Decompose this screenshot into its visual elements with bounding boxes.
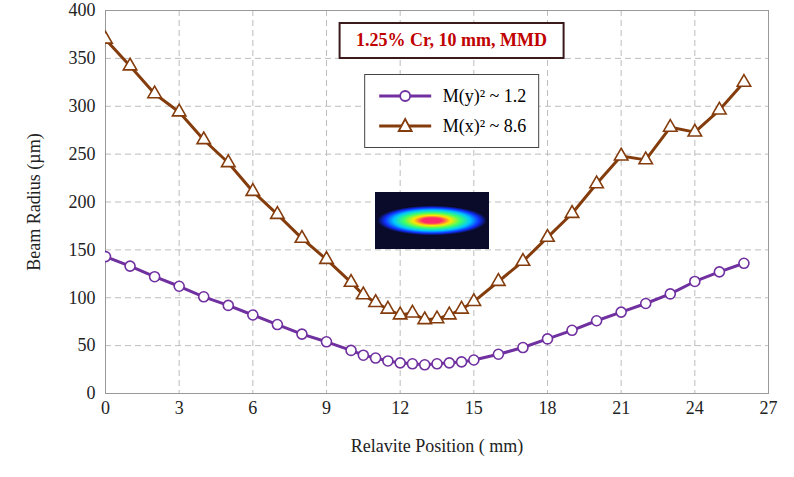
svg-text:Beam Radius (µm): Beam Radius (µm): [24, 133, 45, 270]
html-text:1.25% Cr, 10 mm, MMD: 1.25% Cr, 10 mm, MMD: [356, 30, 547, 50]
svg-text:300: 300: [69, 96, 96, 116]
svg-text:18: 18: [539, 398, 557, 418]
svg-text:21: 21: [612, 398, 630, 418]
svg-text:27: 27: [760, 398, 778, 418]
svg-text:150: 150: [69, 240, 96, 260]
svg-text:0: 0: [87, 383, 96, 403]
svg-text:6: 6: [248, 398, 257, 418]
svg-text:12: 12: [391, 398, 409, 418]
svg-text:250: 250: [69, 144, 96, 164]
svg-text:Relavite Position ( mm): Relavite Position ( mm): [351, 436, 524, 457]
svg-text:200: 200: [69, 192, 96, 212]
html-text:M(y)² ~ 1.2: M(y)² ~ 1.2: [442, 85, 527, 106]
svg-text:400: 400: [69, 0, 96, 20]
svg-text:0: 0: [101, 398, 110, 418]
html-text:M(x)² ~ 8.6: M(x)² ~ 8.6: [442, 115, 527, 136]
svg-text:15: 15: [465, 398, 483, 418]
svg-text:50: 50: [78, 335, 96, 355]
svg-text:100: 100: [69, 288, 96, 308]
svg-text:350: 350: [69, 48, 96, 68]
svg-text:24: 24: [686, 398, 704, 418]
svg-text:3: 3: [175, 398, 184, 418]
svg-text:9: 9: [322, 398, 331, 418]
